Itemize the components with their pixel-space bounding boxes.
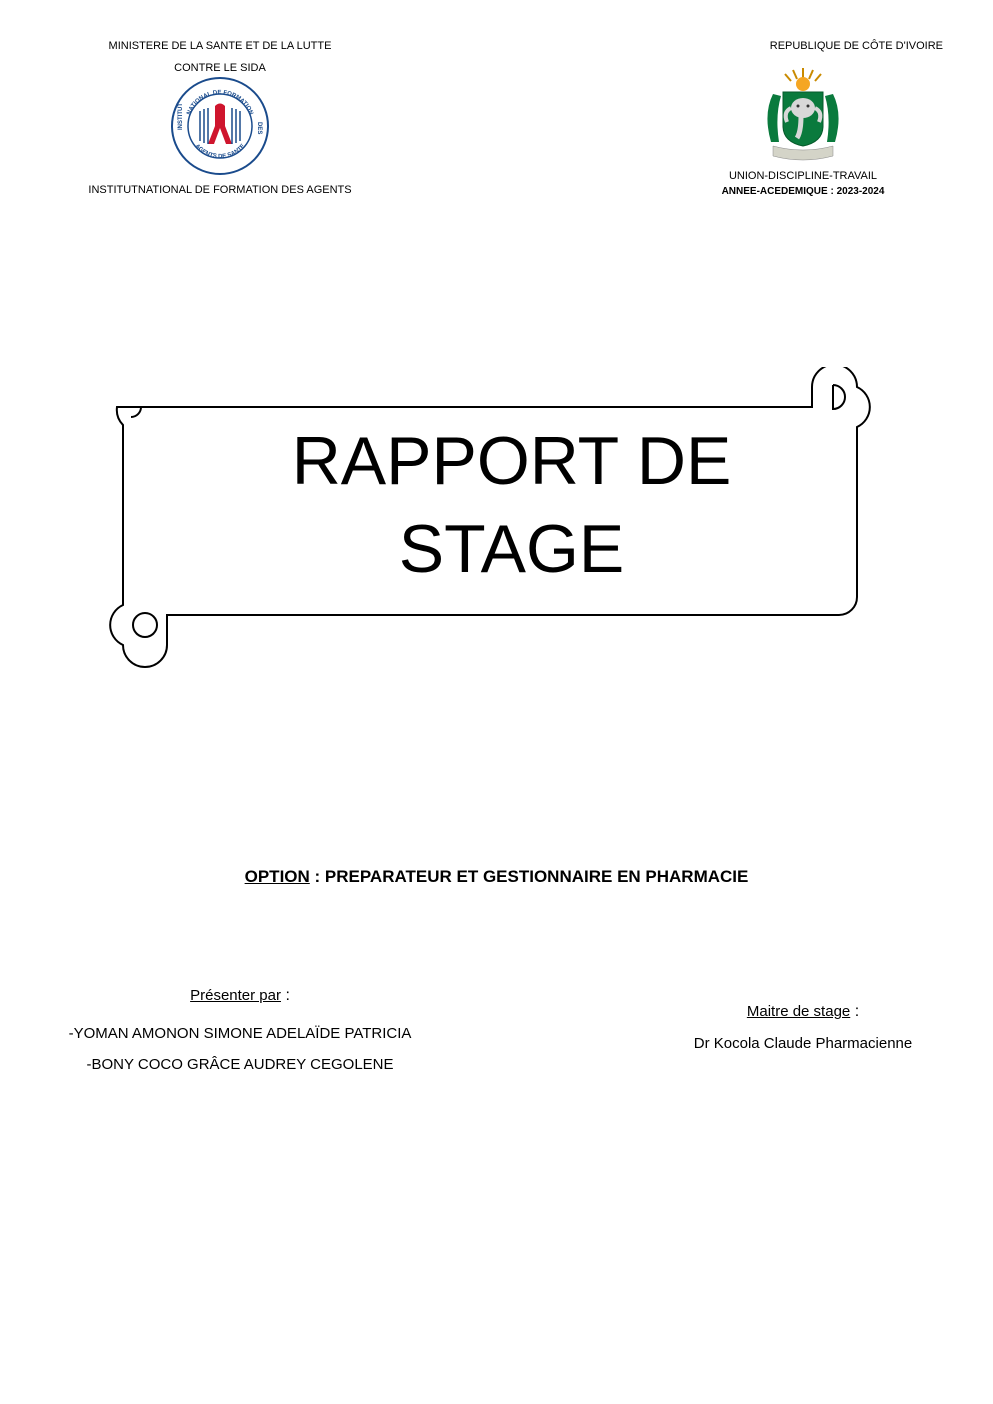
bottom-section: Présenter par : -YOMAN AMONON SIMONE ADE… <box>50 987 943 1073</box>
annee-text: ANNEE-ACEDEMIQUE : 2023-2024 <box>722 186 885 197</box>
header-right-block: REPUBLIQUE DE CÔTE D'IVOIRE <box>663 40 943 197</box>
header-left-block: MINISTERE DE LA SANTE ET DE LA LUTTE CON… <box>50 40 390 196</box>
presenter-name-1: -YOMAN AMONON SIMONE ADELAÏDE PATRICIA <box>60 1025 420 1042</box>
maitre-block: Maitre de stage : Dr Kocola Claude Pharm… <box>673 1003 933 1073</box>
option-label: OPTION <box>245 867 310 886</box>
institut-text: INSTITUTNATIONAL DE FORMATION DES AGENTS <box>88 184 351 196</box>
svg-text:DES: DES <box>256 122 262 134</box>
ministry-text: MINISTERE DE LA SANTE ET DE LA LUTTE <box>109 40 332 52</box>
infas-logo-icon: NATIONAL DE FORMATION AGENTS DE SANTE IN… <box>170 76 270 176</box>
contre-sida-text: CONTRE LE SIDA <box>174 62 266 74</box>
option-line: OPTION : PREPARATEUR ET GESTIONNAIRE EN … <box>50 867 943 887</box>
presenter-block: Présenter par : -YOMAN AMONON SIMONE ADE… <box>60 987 420 1073</box>
maitre-name: Dr Kocola Claude Pharmacienne <box>673 1035 933 1052</box>
svg-text:INSTITUT: INSTITUT <box>178 103 184 130</box>
maitre-label-line: Maitre de stage : <box>673 1003 933 1021</box>
republic-text: REPUBLIQUE DE CÔTE D'IVOIRE <box>663 40 943 52</box>
presenter-label-line: Présenter par : <box>60 987 420 1005</box>
maitre-label: Maitre de stage <box>747 1003 850 1020</box>
union-text: UNION-DISCIPLINE-TRAVAIL <box>729 170 877 182</box>
presenter-label: Présenter par <box>190 987 281 1004</box>
presenter-name-2: -BONY COCO GRÂCE AUDREY CEGOLENE <box>60 1056 420 1073</box>
report-title: RAPPORT DE STAGE <box>187 417 837 594</box>
title-frame: RAPPORT DE STAGE <box>87 367 907 677</box>
maitre-colon: : <box>850 1003 859 1020</box>
title-line-1: RAPPORT DE <box>187 417 837 505</box>
document-header: MINISTERE DE LA SANTE ET DE LA LUTTE CON… <box>50 40 943 197</box>
cote-divoire-emblem-icon <box>753 64 853 164</box>
title-line-2: STAGE <box>187 505 837 593</box>
presenter-colon: : <box>281 987 290 1004</box>
option-text: : PREPARATEUR ET GESTIONNAIRE EN PHARMAC… <box>310 867 749 886</box>
